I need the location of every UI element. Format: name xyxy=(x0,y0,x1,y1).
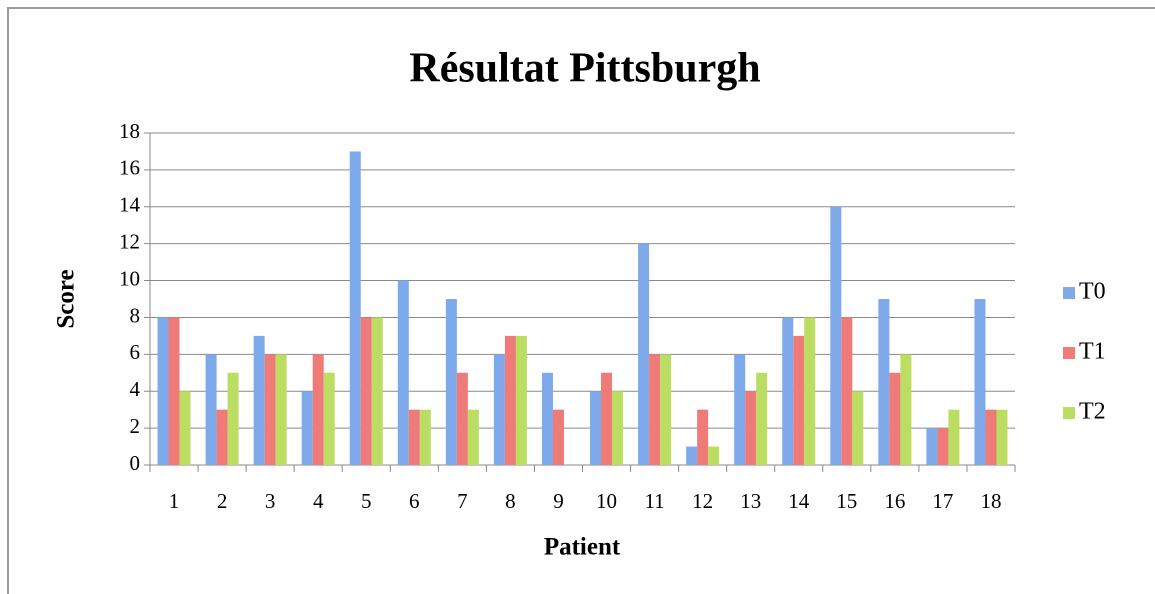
bar xyxy=(323,372,335,465)
bar xyxy=(157,317,169,465)
y-axis-title: Score xyxy=(53,269,80,328)
bar xyxy=(227,372,239,465)
x-tick-label: 13 xyxy=(740,489,761,513)
x-tick-label: 3 xyxy=(265,489,276,513)
bar xyxy=(804,317,816,465)
bar xyxy=(889,372,901,465)
bar xyxy=(948,409,960,465)
bar xyxy=(312,354,324,465)
bar xyxy=(360,317,372,465)
x-tick-label: 11 xyxy=(644,489,664,513)
bar xyxy=(878,299,890,465)
bar xyxy=(830,206,842,465)
bar xyxy=(841,317,853,465)
bar xyxy=(264,354,276,465)
x-tick-label: 5 xyxy=(361,489,372,513)
bar xyxy=(349,151,361,465)
bar xyxy=(900,354,912,465)
bar xyxy=(205,354,217,465)
chart-title: Résultat Pittsburgh xyxy=(409,46,760,92)
legend-swatch xyxy=(1063,407,1075,419)
bar xyxy=(397,280,409,465)
bar xyxy=(504,335,516,465)
bar xyxy=(456,372,468,465)
bar xyxy=(275,354,287,465)
bar xyxy=(782,317,794,465)
bar xyxy=(408,409,420,465)
bar xyxy=(697,409,709,465)
bar xyxy=(467,409,479,465)
y-tick-label: 16 xyxy=(119,156,140,180)
legend-label: T1 xyxy=(1079,339,1106,365)
bar xyxy=(649,354,661,465)
bar xyxy=(590,391,602,465)
bar xyxy=(552,409,564,465)
bar xyxy=(419,409,431,465)
x-tick-label: 18 xyxy=(980,489,1001,513)
x-tick-label: 4 xyxy=(313,489,324,513)
bar xyxy=(686,446,698,465)
y-tick-label: 6 xyxy=(130,340,141,364)
x-tick-label: 12 xyxy=(692,489,713,513)
x-tick-label: 1 xyxy=(169,489,180,513)
bar xyxy=(985,409,997,465)
x-tick-label: 10 xyxy=(596,489,617,513)
y-tick-label: 4 xyxy=(130,377,141,401)
bar xyxy=(216,409,228,465)
bar xyxy=(974,299,986,465)
bar xyxy=(852,391,864,465)
y-tick-label: 12 xyxy=(119,229,140,253)
x-tick-label: 7 xyxy=(457,489,468,513)
bar xyxy=(253,335,265,465)
y-tick-label: 14 xyxy=(119,193,141,217)
bar xyxy=(601,372,613,465)
x-tick-label: 16 xyxy=(884,489,905,513)
bar xyxy=(301,391,313,465)
x-tick-label: 6 xyxy=(409,489,420,513)
legend-swatch xyxy=(1063,287,1075,299)
bar xyxy=(937,428,949,465)
bar xyxy=(612,391,624,465)
bar xyxy=(756,372,768,465)
bar xyxy=(179,391,191,465)
legend-label: T2 xyxy=(1079,399,1106,425)
bar xyxy=(541,372,553,465)
x-tick-label: 14 xyxy=(788,489,810,513)
bar xyxy=(493,354,505,465)
y-tick-label: 2 xyxy=(130,414,141,438)
bar xyxy=(371,317,383,465)
bar xyxy=(734,354,746,465)
bar xyxy=(638,243,650,465)
bar xyxy=(660,354,672,465)
y-tick-label: 18 xyxy=(119,119,140,143)
bar xyxy=(515,335,527,465)
x-tick-label: 8 xyxy=(505,489,516,513)
legend-swatch xyxy=(1063,347,1075,359)
bar xyxy=(445,299,457,465)
bar xyxy=(926,428,938,465)
bar xyxy=(793,335,805,465)
bar xyxy=(708,446,720,465)
x-tick-label: 9 xyxy=(553,489,564,513)
y-tick-label: 10 xyxy=(119,266,140,290)
x-tick-label: 2 xyxy=(217,489,228,513)
x-tick-label: 15 xyxy=(836,489,857,513)
bar xyxy=(996,409,1008,465)
y-tick-label: 8 xyxy=(130,303,141,327)
bar xyxy=(745,391,757,465)
frame xyxy=(7,7,1155,594)
y-tick-label: 0 xyxy=(130,451,141,475)
bar xyxy=(168,317,180,465)
x-axis-title: Patient xyxy=(544,534,621,561)
x-tick-label: 17 xyxy=(932,489,953,513)
legend-label: T0 xyxy=(1079,279,1106,305)
